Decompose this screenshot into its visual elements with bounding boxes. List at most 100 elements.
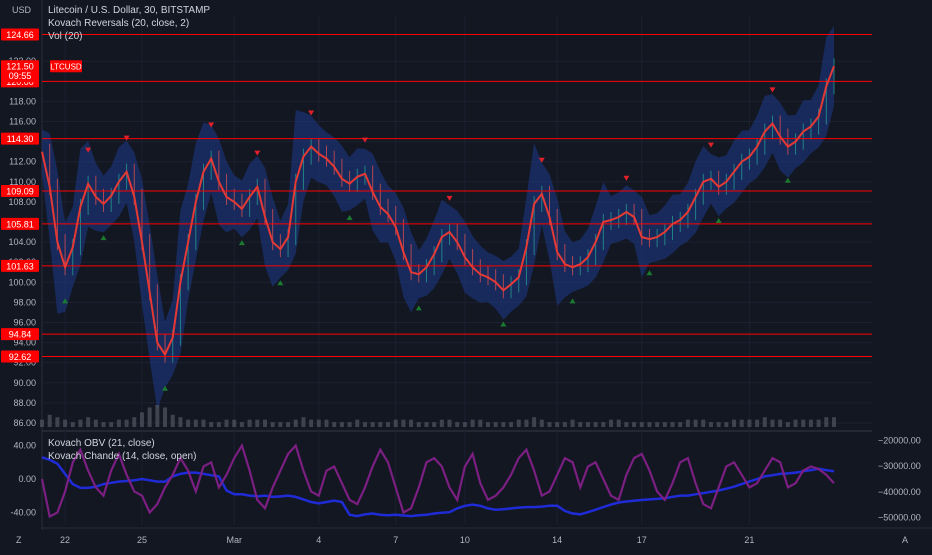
auto-scale-button[interactable]: A xyxy=(902,535,909,545)
volume-bar xyxy=(793,419,798,427)
volume-bar xyxy=(447,419,452,427)
volume-bar xyxy=(216,422,221,427)
volume-bar xyxy=(40,419,44,427)
volume-bar xyxy=(585,422,590,427)
level-tag xyxy=(1,28,39,41)
level-tag-label: 101.63 xyxy=(6,261,34,271)
y-tick-label: 90.00 xyxy=(13,378,36,388)
volume-bar xyxy=(262,419,267,427)
volume-bar xyxy=(186,419,191,427)
volume-bar xyxy=(808,419,813,427)
volume-bar xyxy=(247,419,252,427)
volume-bar xyxy=(409,419,414,427)
volume-bar xyxy=(347,422,352,427)
volume-bar xyxy=(278,422,283,427)
volume-bar xyxy=(762,417,767,427)
volume-bar xyxy=(739,419,744,427)
volume-bar xyxy=(501,422,506,427)
volume-bar xyxy=(747,419,752,427)
reversal-up-marker xyxy=(784,177,791,183)
indicator-reversals-label[interactable]: Kovach Reversals (20, close, 2) xyxy=(48,18,190,29)
volume-bar xyxy=(801,419,806,427)
volume-bar xyxy=(478,419,483,427)
volume-bar xyxy=(255,419,260,427)
reversal-down-marker xyxy=(254,150,261,156)
oscillator-chande-label[interactable]: Kovach Chande (14, close, open) xyxy=(48,451,197,462)
osc-left-tick-label: -40.00 xyxy=(10,507,36,517)
volume-bar xyxy=(355,419,360,427)
volume-bar xyxy=(593,422,598,427)
osc-left-tick-label: 40.00 xyxy=(13,441,36,451)
volume-bar xyxy=(578,422,583,427)
level-tag xyxy=(1,132,39,145)
volume-bar xyxy=(455,422,460,427)
volume-bar xyxy=(532,417,537,427)
volume-bar xyxy=(332,422,337,427)
reversal-up-marker xyxy=(238,240,245,246)
y-tick-label: 94.00 xyxy=(13,338,36,348)
volume-bar xyxy=(509,422,514,427)
reversal-down-marker xyxy=(361,137,368,143)
level-tag xyxy=(1,184,39,197)
volume-bar xyxy=(55,417,60,427)
reversal-down-marker xyxy=(538,157,545,163)
volume-bar xyxy=(470,419,475,427)
symbol-title[interactable]: Litecoin / U.S. Dollar, 30, BITSTAMP xyxy=(48,5,211,16)
volume-bar xyxy=(785,422,790,427)
x-tick-label: 10 xyxy=(460,535,470,545)
volume-bar xyxy=(155,405,160,427)
volume-bar xyxy=(516,419,521,427)
timezone-icon[interactable]: Z xyxy=(16,535,22,545)
last-price-tag xyxy=(1,60,39,83)
y-tick-label: 92.00 xyxy=(13,358,36,368)
right-axis-panel xyxy=(872,0,932,550)
level-tag-label: 114.30 xyxy=(7,134,34,144)
volume-bar xyxy=(724,422,729,427)
volume-bar xyxy=(109,422,114,427)
reversal-down-marker xyxy=(85,147,92,153)
volume-bar xyxy=(63,419,68,427)
volume-bar xyxy=(324,419,329,427)
x-tick-label: Mar xyxy=(226,535,242,545)
osc-right-tick-label: −20000.00 xyxy=(878,436,921,446)
volume-bar xyxy=(393,419,398,427)
volume-bar xyxy=(632,422,637,427)
volume-bar xyxy=(824,417,829,427)
volume-bar xyxy=(670,422,675,427)
level-tag-label: 105.81 xyxy=(6,219,34,229)
volume-bar xyxy=(270,422,275,427)
osc-right-tick-label: −40000.00 xyxy=(878,487,921,497)
x-tick-label: 21 xyxy=(744,535,754,545)
volume-bar xyxy=(286,422,291,427)
envelope-band xyxy=(42,26,834,410)
volume-bar xyxy=(224,419,229,427)
volume-bar xyxy=(555,422,560,427)
volume-bar xyxy=(778,419,783,427)
x-tick-label: 7 xyxy=(393,535,398,545)
volume-bar xyxy=(401,419,406,427)
level-tag-label: 92.62 xyxy=(9,352,32,362)
osc-right-tick-label: −30000.00 xyxy=(878,461,921,471)
oscillator-obv-label[interactable]: Kovach OBV (21, close) xyxy=(48,438,155,449)
reversal-down-marker xyxy=(308,110,315,116)
volume-bar xyxy=(193,419,198,427)
level-tag xyxy=(1,350,39,363)
reversal-up-marker xyxy=(346,214,353,220)
volume-bar xyxy=(732,419,737,427)
indicator-volume-label[interactable]: Vol (20) xyxy=(48,31,83,42)
volume-bar xyxy=(163,407,168,427)
volume-bar xyxy=(178,417,183,427)
volume-bar xyxy=(386,422,391,427)
reversal-up-marker xyxy=(569,298,576,304)
reversal-up-marker xyxy=(415,305,422,311)
volume-bar xyxy=(170,414,175,427)
y-tick-label: 118.00 xyxy=(9,96,36,106)
osc-left-tick-label: 0.00 xyxy=(18,474,36,484)
reversal-down-marker xyxy=(208,122,215,128)
currency-label: USD xyxy=(12,5,32,15)
reversal-down-marker xyxy=(769,87,776,93)
x-tick-label: 17 xyxy=(637,535,647,545)
y-tick-label: 116.00 xyxy=(9,117,36,127)
